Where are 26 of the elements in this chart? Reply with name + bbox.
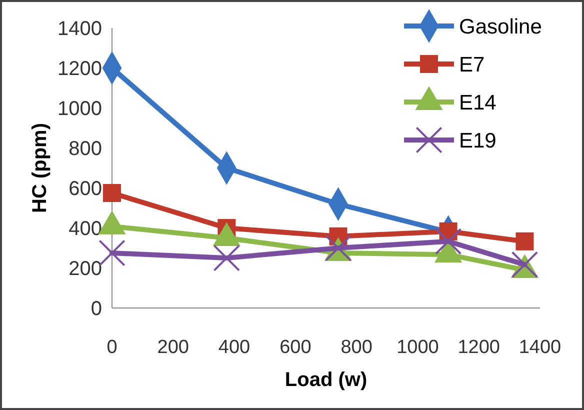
x-tick-label: 400 [218, 337, 250, 358]
x-tick-label: 0 [106, 337, 118, 358]
x-tick-label: 1200 [458, 337, 500, 358]
y-tick-label: 200 [68, 258, 102, 280]
x-tick-label: 1000 [396, 337, 439, 358]
y-tick-label: 1000 [58, 98, 102, 120]
legend-label: E19 [459, 129, 496, 152]
legend-label: Gasoline [459, 15, 542, 38]
y-tick-label: 600 [68, 178, 102, 200]
x-tick-label: 800 [340, 337, 372, 358]
point [213, 244, 240, 272]
point [516, 232, 534, 250]
y-tick-label: 1400 [58, 18, 102, 40]
point [103, 184, 121, 202]
y-tick-label: 800 [68, 138, 102, 160]
y-axis-title: HC (ppm) [29, 123, 51, 213]
y-tick-label: 1200 [58, 58, 102, 80]
y-tick-label: 400 [68, 218, 102, 240]
x-tick-label: 600 [280, 337, 312, 358]
x-tick-label: 200 [157, 337, 189, 358]
y-tick-label: 0 [90, 298, 102, 320]
point [434, 228, 462, 255]
legend-label: E7 [459, 53, 485, 76]
x-tick-label: 1400 [518, 337, 562, 358]
legend-label: E14 [459, 91, 497, 114]
x-axis-title: Load (w) [284, 369, 368, 391]
